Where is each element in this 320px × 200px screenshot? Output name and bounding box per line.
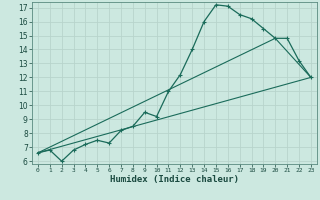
X-axis label: Humidex (Indice chaleur): Humidex (Indice chaleur) bbox=[110, 175, 239, 184]
